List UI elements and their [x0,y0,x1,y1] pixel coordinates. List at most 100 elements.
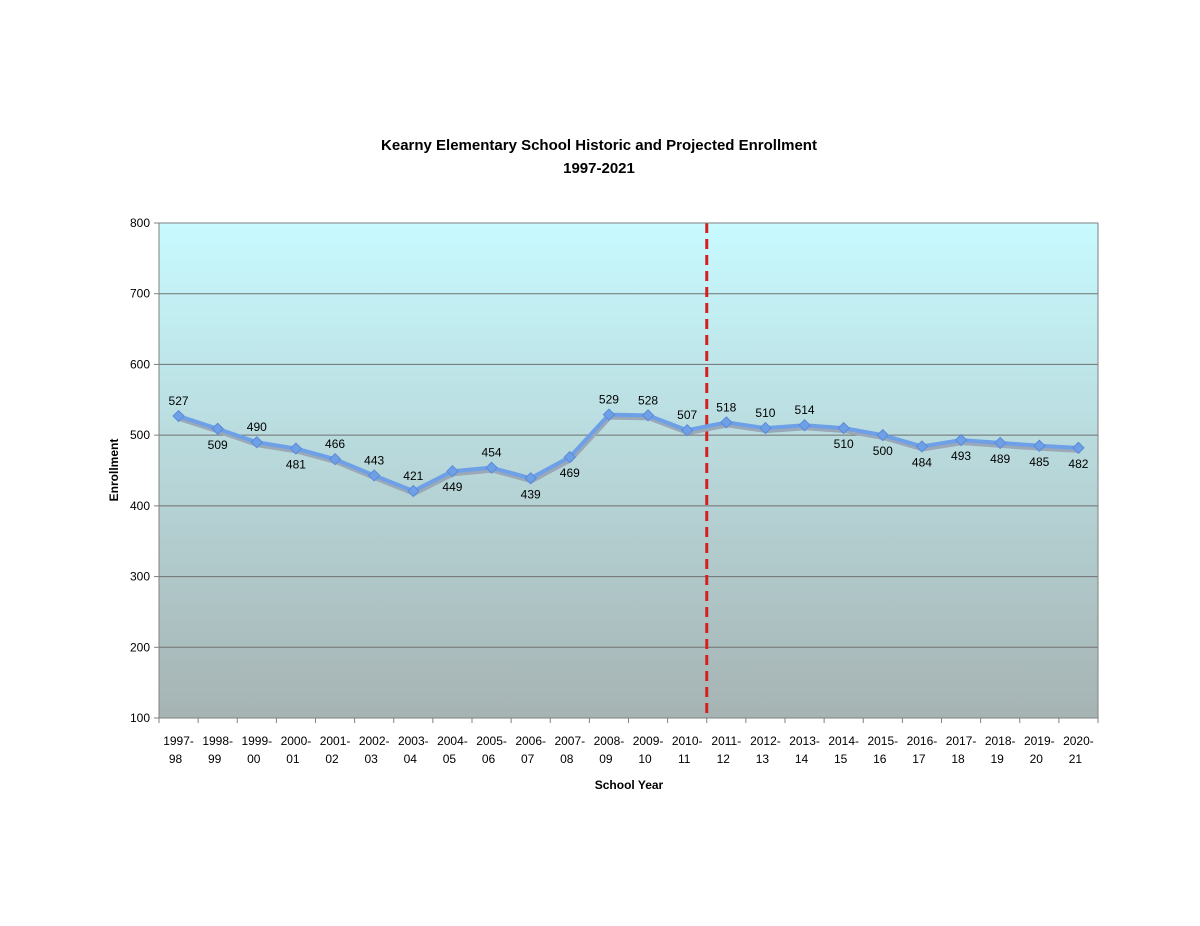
x-tick-label: 09 [599,752,613,766]
data-point [876,428,890,442]
data-point [954,433,968,447]
x-tick-label: 21 [1069,752,1083,766]
x-tick-label: 2002- [359,734,390,748]
data-point [446,465,459,478]
data-point [680,423,694,437]
x-tick-label: 03 [365,752,379,766]
x-tick-label: 12 [717,752,731,766]
y-tick-label: 500 [130,428,150,442]
data-point [211,422,224,435]
y-tick-label: 400 [130,499,150,513]
x-axis-ticks: 1997- 98 1998- 99 1999- 00 2000- 01 2001- 02 2002-… [158,718,1099,766]
data-label: 514 [795,403,815,417]
data-label: 518 [716,400,736,414]
x-tick-label: 13 [756,752,770,766]
x-tick-label: 11 [678,752,691,766]
x-tick-label: 2018- [985,734,1016,748]
y-tick-label: 800 [130,216,150,230]
data-label: 529 [599,393,619,407]
x-tick-label: 04 [404,752,418,766]
x-tick-label: 20 [1030,752,1044,766]
data-label: 454 [482,446,502,460]
x-tick-label: 2014- [828,734,859,748]
x-tick-label: 2006- [515,734,546,748]
x-tick-label: 07 [521,752,535,766]
data-label: 449 [442,480,462,494]
data-point [837,421,850,435]
data-label: 484 [912,455,932,469]
data-point [1072,441,1085,455]
data-label: 490 [247,420,267,434]
plot-area [159,223,1098,718]
x-tick-label: 2009- [633,734,664,748]
data-point [915,440,929,453]
x-tick-label: 2000- [281,734,312,748]
x-tick-label: 00 [247,752,261,766]
data-label: 527 [169,394,189,408]
x-tick-label: 05 [443,752,457,766]
x-axis-title: School Year [595,778,664,792]
x-tick-label: 2012- [750,734,781,748]
x-tick-label: 2004- [437,734,468,748]
data-label: 481 [286,458,306,472]
data-label: 489 [990,452,1010,466]
x-tick-label: 98 [169,752,183,766]
data-label: 485 [1029,455,1049,469]
y-tick-label: 700 [130,287,150,301]
y-tick-label: 600 [130,357,150,371]
data-point [1033,439,1046,452]
data-label: 493 [951,449,971,463]
data-point [485,461,498,474]
data-point [759,421,772,435]
x-tick-label: 2001- [320,734,351,748]
series-line-shadow [178,415,1080,497]
data-point [602,408,616,421]
chart-subtitle: 1997-2021 [563,160,635,177]
x-tick-label: 15 [834,752,848,766]
data-point [641,409,655,422]
chart-title: Kearny Elementary School Historic and Pr… [381,137,817,154]
data-point [172,409,185,423]
x-tick-label: 2015- [867,734,898,748]
x-tick-label: 02 [325,752,339,766]
x-tick-label: 10 [638,752,652,766]
y-axis-title: Enrollment [107,439,121,502]
x-tick-label: 2020- [1063,734,1094,748]
data-point [563,450,577,464]
data-point [720,416,733,429]
data-label: 509 [208,438,228,452]
y-tick-label: 300 [130,570,150,584]
x-tick-label: 2019- [1024,734,1055,748]
x-tick-label: 2010- [672,734,703,748]
x-tick-label: 2003- [398,734,429,748]
data-point [289,442,303,455]
x-tick-label: 14 [795,752,809,766]
x-tick-label: 1998- [202,734,233,748]
y-tick-label: 200 [130,640,150,654]
data-point [328,452,342,466]
data-point [524,472,537,485]
x-tick-label: 2008- [594,734,625,748]
data-point [407,484,420,498]
data-point [367,469,381,482]
x-tick-label: 18 [951,752,965,766]
plot-border [158,222,1099,719]
data-labels: 527 509 490 481 466 443 421 449 454 439 469 529 528 5… [169,393,1089,502]
x-tick-label: 08 [560,752,574,766]
x-tick-label: 2013- [789,734,820,748]
data-point [993,436,1007,450]
data-label: 510 [755,406,775,420]
data-label: 439 [521,487,541,501]
x-tick-label: 2011- [711,734,741,748]
data-label: 469 [560,466,580,480]
data-label: 510 [834,437,854,451]
data-label: 421 [403,469,423,483]
data-label: 466 [325,437,345,451]
x-tick-label: 06 [482,752,496,766]
data-label: 528 [638,393,658,407]
x-tick-label: 19 [991,752,1005,766]
data-label: 507 [677,408,697,422]
x-tick-label: 99 [208,752,222,766]
y-axis-ticks: 100 200 300 400 500 600 700 800 [130,216,159,725]
